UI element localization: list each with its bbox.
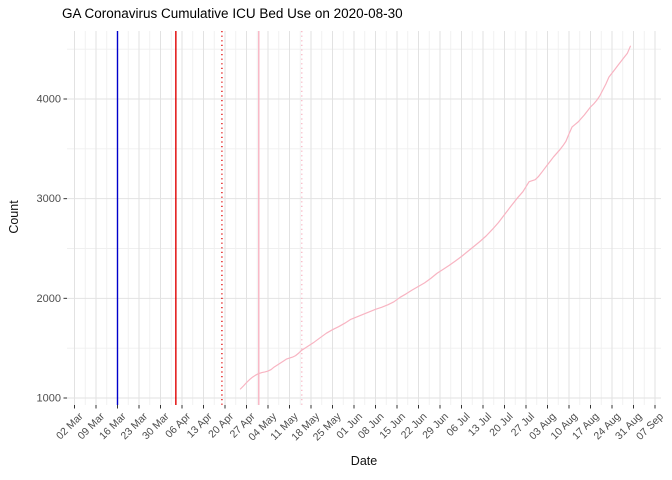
x-axis-title: Date — [350, 454, 378, 468]
x-tick-label: 06 Jul — [444, 411, 472, 439]
y-tick-label: 4000 — [37, 93, 61, 105]
chart-title: GA Coronavirus Cumulative ICU Bed Use on… — [62, 6, 403, 21]
y-axis-title: Count — [7, 200, 21, 234]
x-tick-label: 13 Jul — [466, 411, 494, 439]
y-tick-label: 3000 — [37, 193, 61, 205]
cumulative-icu-bed-use-line — [239, 45, 632, 390]
y-tick-label: 2000 — [37, 293, 61, 305]
y-tick-label: 1000 — [37, 393, 61, 405]
x-tick-label: 20 Jul — [487, 411, 515, 439]
